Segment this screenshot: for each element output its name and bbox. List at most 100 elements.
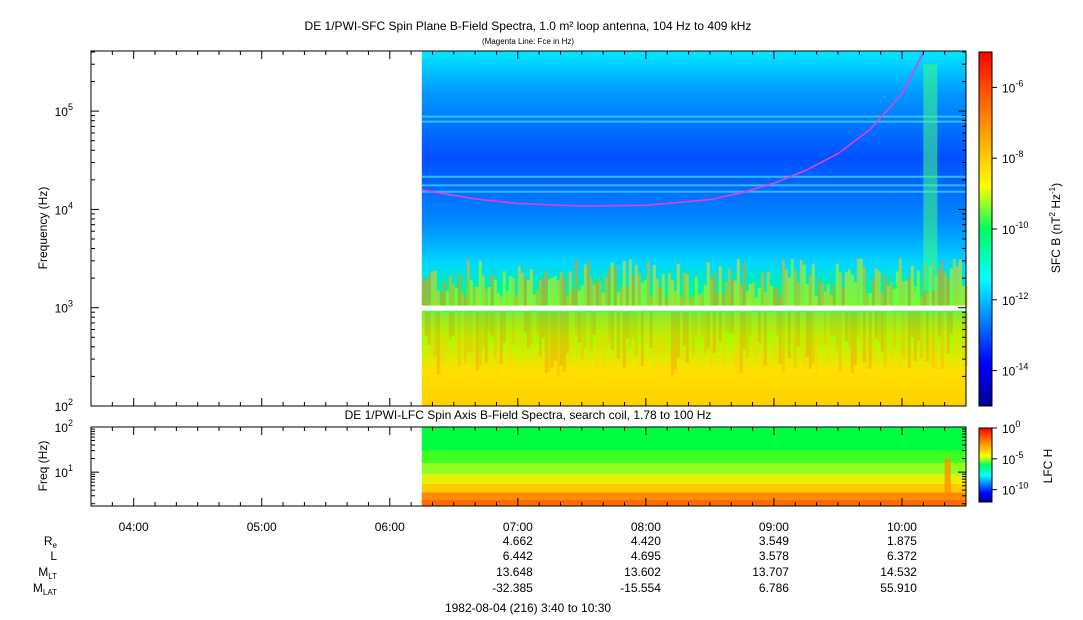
spectrogram-streak xyxy=(460,292,464,308)
spectrogram-streak xyxy=(601,312,605,371)
interference-line xyxy=(421,115,966,118)
spectrogram-streak xyxy=(733,312,737,367)
spectrogram-streak xyxy=(652,265,656,308)
spectrogram-streak xyxy=(895,312,899,342)
spectrogram-streak xyxy=(442,280,446,308)
spectrogram-streak xyxy=(421,278,425,308)
spectrogram-streak xyxy=(697,294,701,308)
spectrogram-streak xyxy=(514,295,518,308)
spectrogram-streak xyxy=(931,312,935,369)
spectrogram-streak xyxy=(607,312,611,343)
spectrogram-streak xyxy=(832,312,836,336)
spectrogram-streak xyxy=(904,312,908,340)
spectrogram-streak xyxy=(511,312,515,345)
spectrogram-streak xyxy=(718,312,722,342)
colorbar-tick-label: 10-8 xyxy=(1002,149,1023,166)
spectrogram-streak xyxy=(832,284,836,308)
spectrogram-streak xyxy=(565,295,569,308)
lfc-frequency-band xyxy=(421,474,966,484)
spectrogram-streak xyxy=(559,312,563,366)
ephemeris-value: 14.532 xyxy=(880,565,917,579)
spectrogram-streak xyxy=(649,295,653,308)
spectrogram-streak xyxy=(913,312,917,361)
spectrogram-streak xyxy=(793,270,797,308)
spectrogram-streak xyxy=(580,312,584,360)
spectrogram-streak xyxy=(925,312,929,362)
spectrogram-streak xyxy=(625,312,629,339)
spectrogram-streak xyxy=(463,295,467,308)
spectrogram-streak xyxy=(883,275,887,308)
spectrogram-streak xyxy=(472,312,476,366)
y-tick-label: 102 xyxy=(55,397,73,414)
spectrogram-streak xyxy=(550,277,554,308)
spectrogram-streak xyxy=(676,312,680,358)
x-tick-label: 07:00 xyxy=(503,520,533,534)
spectrogram-streak xyxy=(826,312,830,364)
spectrogram-streak xyxy=(889,281,893,308)
spectrogram-streak xyxy=(625,286,629,308)
bottom-y-axis: 101 102 xyxy=(55,418,966,505)
ephemeris-value: 4.662 xyxy=(503,534,533,548)
lfc-frequency-band xyxy=(421,492,966,500)
spectrogram-streak xyxy=(565,312,569,354)
spectrogram-streak xyxy=(916,312,920,341)
x-tick-label: 09:00 xyxy=(759,520,789,534)
spectrogram-streak xyxy=(628,312,632,348)
spectrogram-streak xyxy=(478,260,482,308)
spectrogram-streak xyxy=(670,280,674,308)
spectrogram-streak xyxy=(595,279,599,308)
spectrogram-streak xyxy=(709,312,713,368)
spectrogram-streak xyxy=(745,312,749,358)
spectrogram-streak xyxy=(553,312,557,361)
spectrogram-streak xyxy=(712,312,716,353)
spectrogram-streak xyxy=(802,312,806,367)
spectrogram-streak xyxy=(424,312,428,336)
spectrogram-streak xyxy=(502,312,506,343)
spectrogram-streak xyxy=(610,312,614,350)
top-y-axis: 102 103 104 105 xyxy=(55,51,966,414)
spectrogram-streak xyxy=(679,312,683,360)
y-tick-label: 102 xyxy=(55,418,73,435)
spectrogram-streak xyxy=(496,312,500,373)
spectrogram-streak xyxy=(628,259,632,308)
spectrogram-streak xyxy=(526,279,530,308)
spectrogram-streak xyxy=(955,266,959,308)
spectrogram-streak xyxy=(664,312,668,353)
lfc-frequency-band xyxy=(421,462,966,475)
spectrogram-streak xyxy=(700,293,704,308)
spectrogram-streak xyxy=(622,260,626,308)
spectrogram-streak xyxy=(553,275,557,308)
spectrogram-streak xyxy=(682,272,686,308)
spectrogram-streak xyxy=(433,270,437,308)
spectrogram-streak xyxy=(919,296,923,308)
spectrogram-streak xyxy=(586,312,590,337)
spectrogram-streak xyxy=(883,312,887,367)
spectrogram-streak xyxy=(541,312,545,338)
spectrogram-streak xyxy=(517,312,521,340)
y-tick-label: 101 xyxy=(55,463,73,480)
spectrogram-streak xyxy=(754,312,758,361)
y-tick-label: 105 xyxy=(55,102,73,119)
x-tick-label: 04:00 xyxy=(119,520,149,534)
spectrogram-streak xyxy=(943,312,947,353)
spectrogram-streak xyxy=(517,266,521,308)
spectrogram-streak xyxy=(937,269,941,308)
spectrogram-streak xyxy=(880,312,884,352)
spectrogram-streak xyxy=(526,312,530,348)
data-gap-band xyxy=(421,305,966,311)
spectrogram-streak xyxy=(571,312,575,347)
spectrogram-streak xyxy=(574,259,578,308)
spectrogram-streak xyxy=(490,312,494,337)
spectrogram-streak xyxy=(460,312,464,353)
bottom-colorbar-gradient xyxy=(978,427,993,503)
spectrogram-streak xyxy=(766,271,770,308)
spectrogram-streak xyxy=(451,312,455,336)
spectrogram-streak xyxy=(574,312,578,334)
spectrogram-streak xyxy=(730,312,734,333)
spectrogram-streak xyxy=(685,273,689,308)
spectrogram-streak xyxy=(706,262,710,308)
spectrogram-streak xyxy=(598,281,602,308)
colorbar-tick-label: 10-10 xyxy=(1002,481,1028,498)
spectrogram-streak xyxy=(712,273,716,308)
